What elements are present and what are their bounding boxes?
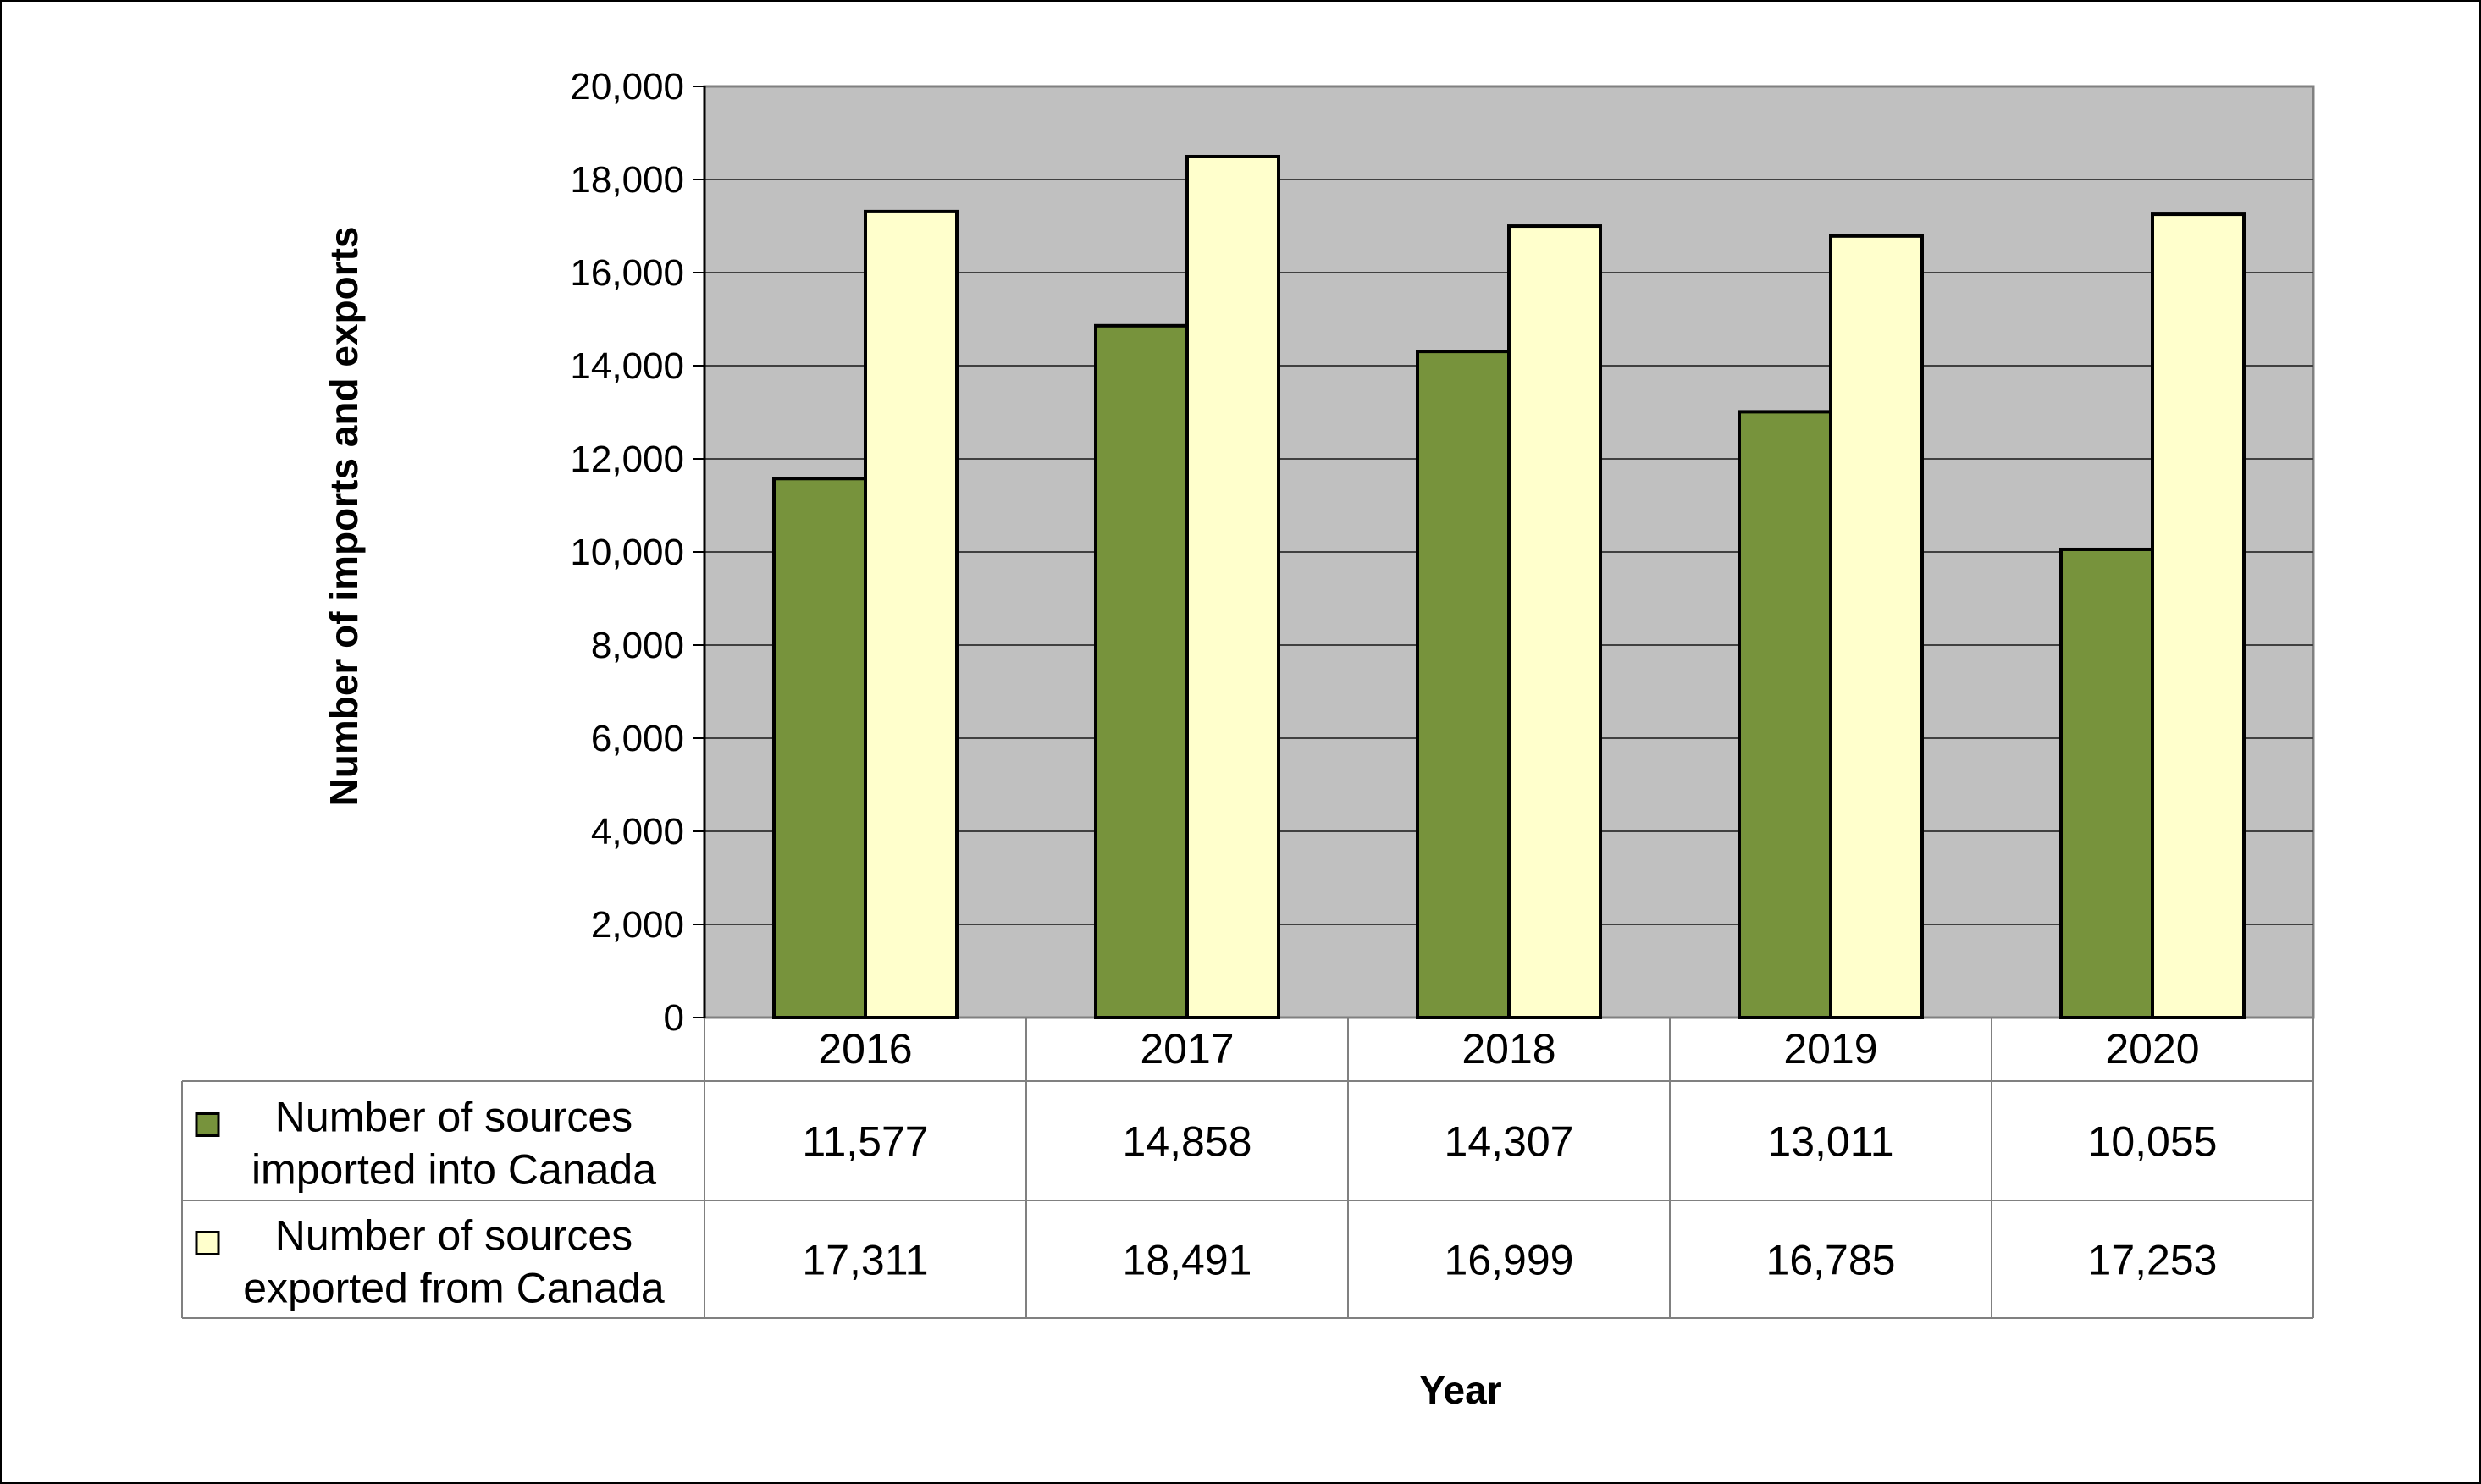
bar [1094,323,1189,1019]
data-label: 17,253 [2088,1237,2218,1284]
y-tick-label: 8,000 [591,625,684,666]
y-tick-label: 4,000 [591,811,684,852]
data-table: 2016 2017 2018 2019 2020 Number of sources imp… [181,1018,2314,1319]
bar [1416,350,1511,1019]
y-axis: 0 2,000 4,000 6,000 8,000 10,000 12,000 14,000 1… [570,66,706,1039]
series-label: exported from Canada [243,1265,665,1312]
y-tick-label: 0 [664,997,684,1039]
bar [2059,547,2154,1019]
legend-key [195,1112,220,1137]
y-tick-label: 6,000 [591,718,684,759]
y-tick-label: 2,000 [591,904,684,946]
data-label: 14,307 [1445,1118,1574,1166]
data-label: 11,577 [802,1118,928,1166]
category-label: 2018 [1462,1025,1555,1073]
bar [1829,234,1924,1019]
category-label: 2020 [2105,1025,2199,1073]
data-label: 16,785 [1766,1237,1896,1284]
y-tick-label: 18,000 [570,159,684,201]
category-label: 2019 [1783,1025,1877,1073]
legend-key [195,1231,220,1255]
data-label: 18,491 [1123,1237,1252,1284]
bar [1507,224,1602,1019]
y-tick-label: 14,000 [570,345,684,387]
y-tick-label: 16,000 [570,252,684,294]
series-label: imported into Canada [251,1146,656,1194]
category-label: 2017 [1140,1025,1234,1073]
y-tick-label: 20,000 [570,66,684,108]
category-label: 2016 [818,1025,912,1073]
data-label: 17,311 [802,1237,928,1284]
y-tick-label: 10,000 [570,532,684,573]
bars [772,154,2246,1019]
bar [2151,212,2246,1019]
data-label: 14,858 [1123,1118,1252,1166]
bar [772,477,867,1019]
bar [1738,410,1832,1019]
series-label: Number of sources [275,1094,633,1141]
y-axis-title: Number of imports and exports [322,227,366,807]
y-tick-label: 12,000 [570,439,684,480]
series-label: Number of sources [275,1212,633,1260]
bar [864,209,959,1019]
data-label: 10,055 [2088,1118,2218,1166]
bar [1185,154,1280,1019]
data-label: 13,011 [1767,1118,1893,1166]
data-label: 16,999 [1445,1237,1574,1284]
x-axis-title: Year [1419,1368,1501,1412]
